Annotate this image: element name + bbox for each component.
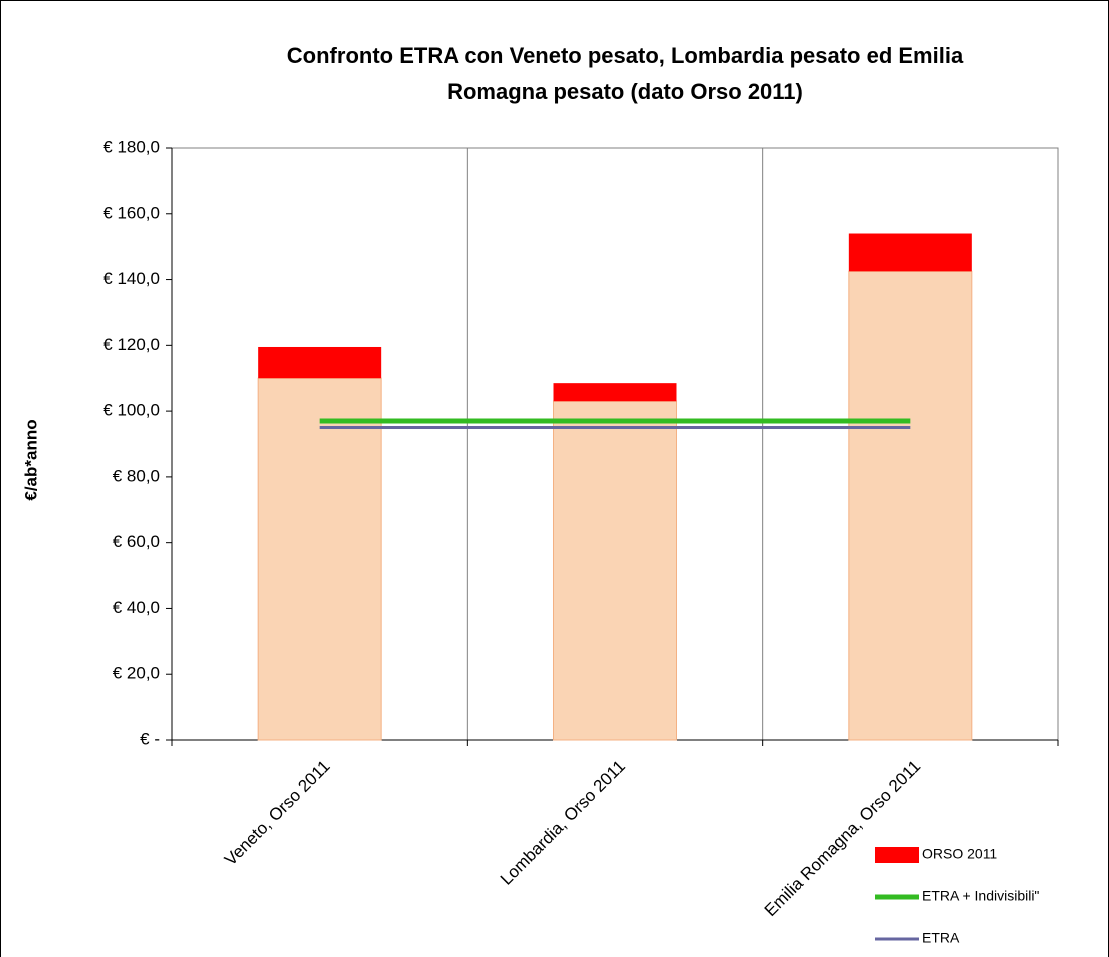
- legend-label: ORSO 2011: [922, 846, 997, 862]
- legend-label: ETRA: [922, 930, 960, 946]
- chart-title: Confronto ETRA con Veneto pesato, Lombar…: [287, 43, 964, 68]
- y-tick-label: € 180,0: [103, 137, 160, 156]
- bar: [848, 270, 973, 741]
- bar: [257, 377, 382, 741]
- y-tick-label: € -: [140, 729, 160, 748]
- y-tick-label: € 40,0: [113, 598, 160, 617]
- legend-swatch: [875, 847, 919, 863]
- y-axis-label: €/ab*anno: [21, 419, 40, 500]
- y-tick-label: € 140,0: [103, 269, 160, 288]
- bar: [848, 233, 972, 272]
- y-tick-label: € 20,0: [113, 664, 160, 683]
- y-tick-label: € 100,0: [103, 401, 160, 420]
- bar: [553, 383, 677, 402]
- bar: [553, 400, 677, 741]
- legend-label: ETRA + Indivisibili": [922, 888, 1039, 904]
- bar: [258, 346, 382, 379]
- y-tick-label: € 160,0: [103, 203, 160, 222]
- chart-title: Romagna pesato (dato Orso 2011): [447, 79, 803, 104]
- y-tick-label: € 60,0: [113, 532, 160, 551]
- y-tick-label: € 80,0: [113, 466, 160, 485]
- y-tick-label: € 120,0: [103, 335, 160, 354]
